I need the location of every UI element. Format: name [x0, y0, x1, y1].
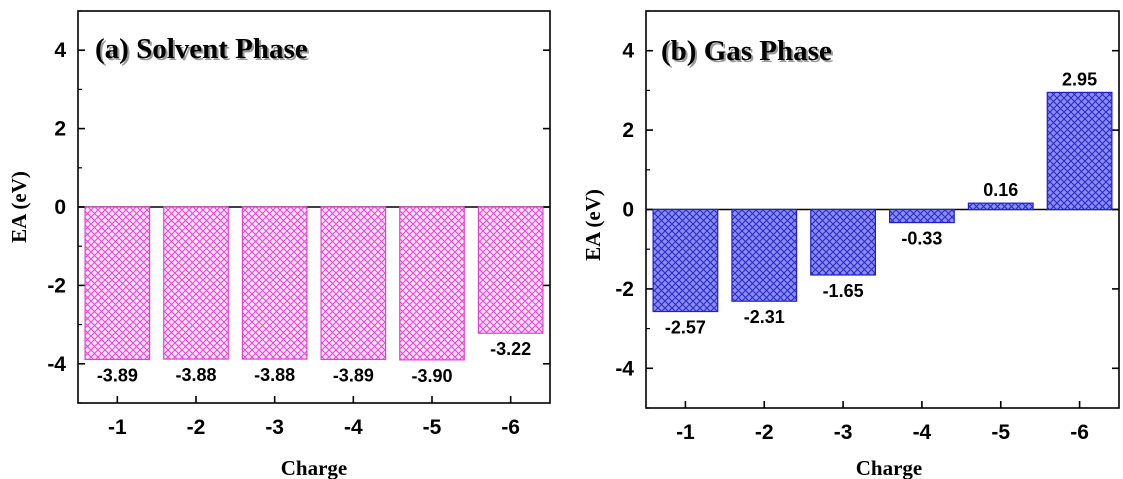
data-label: -3.90 [411, 366, 452, 386]
bar-charge-5 [399, 206, 465, 361]
x-axis-title: Charge [281, 456, 348, 479]
y-tick-label: -2 [47, 274, 66, 297]
data-label: -2.57 [665, 318, 706, 338]
bar-charge-3 [810, 208, 877, 276]
panel-b-gas-phase: -4 -2 0 2 4 -2.57 -1 -2.31 -2 -1.65 -3 -0.33 -4 0.16 -… [581, 10, 1120, 479]
panel-title-shadow: (a) Solvent Phase [97, 35, 310, 67]
x-tick-label: -1 [108, 416, 127, 439]
bar-charge-2 [731, 208, 798, 302]
panel-title-shadow: (b) Gas Phase [663, 37, 834, 69]
bar-charge-6 [477, 206, 544, 334]
x-tick-label: -5 [991, 421, 1010, 444]
y-tick-label: 0 [622, 199, 634, 222]
x-tick-label: -3 [834, 421, 853, 444]
data-label: -3.88 [175, 365, 216, 385]
bar-charge-4 [888, 208, 955, 224]
x-tick-label: -3 [265, 416, 284, 439]
y-tick-label: 4 [622, 40, 634, 63]
x-tick-label: -1 [676, 421, 695, 444]
data-label: -2.31 [744, 307, 785, 327]
data-label: -3.22 [490, 339, 531, 359]
panel-a-solvent-phase: -4 -2 0 2 4 -3.89 -1 -3.88 -2 -3.88 -3 -3.89 -4 -3.90… [7, 10, 551, 479]
x-axis-title: Charge [856, 456, 923, 479]
data-label: 2.95 [1062, 69, 1097, 89]
y-tick-label: 2 [54, 118, 66, 141]
data-label: -0.33 [901, 229, 942, 249]
panel-title: (a) Solvent Phase [95, 33, 308, 65]
y-tick-label: 4 [54, 39, 66, 62]
panel-title: (b) Gas Phase [661, 35, 832, 67]
data-label: -1.65 [823, 281, 864, 301]
y-tick-label: 2 [622, 119, 634, 142]
data-label: -3.89 [333, 365, 374, 385]
x-tick-label: -5 [423, 416, 442, 439]
y-axis-title: EA (eV) [7, 171, 31, 243]
x-tick-label: -6 [501, 416, 520, 439]
x-tick-label: -6 [1070, 421, 1089, 444]
data-label: 0.16 [983, 180, 1018, 200]
bar-charge-1 [84, 206, 151, 361]
x-tick-label: -2 [187, 416, 206, 439]
bar-charge-6 [1046, 91, 1113, 211]
bar-charge-4 [320, 206, 387, 361]
bar-charge-1 [652, 208, 719, 313]
y-tick-label: -4 [615, 357, 634, 380]
bar-charge-5 [967, 202, 1034, 211]
y-axis-title: EA (eV) [581, 189, 605, 261]
y-tick-label: -2 [615, 278, 634, 301]
x-tick-label: -4 [913, 421, 932, 444]
bar-charge-3 [241, 206, 308, 360]
x-tick-label: -4 [344, 416, 363, 439]
bar-charge-2 [163, 206, 229, 360]
y-tick-label: 0 [54, 196, 66, 219]
data-label: -3.89 [97, 365, 138, 385]
x-tick-label: -2 [755, 421, 774, 444]
y-tick-label: -4 [47, 353, 66, 376]
data-label: -3.88 [254, 365, 295, 385]
